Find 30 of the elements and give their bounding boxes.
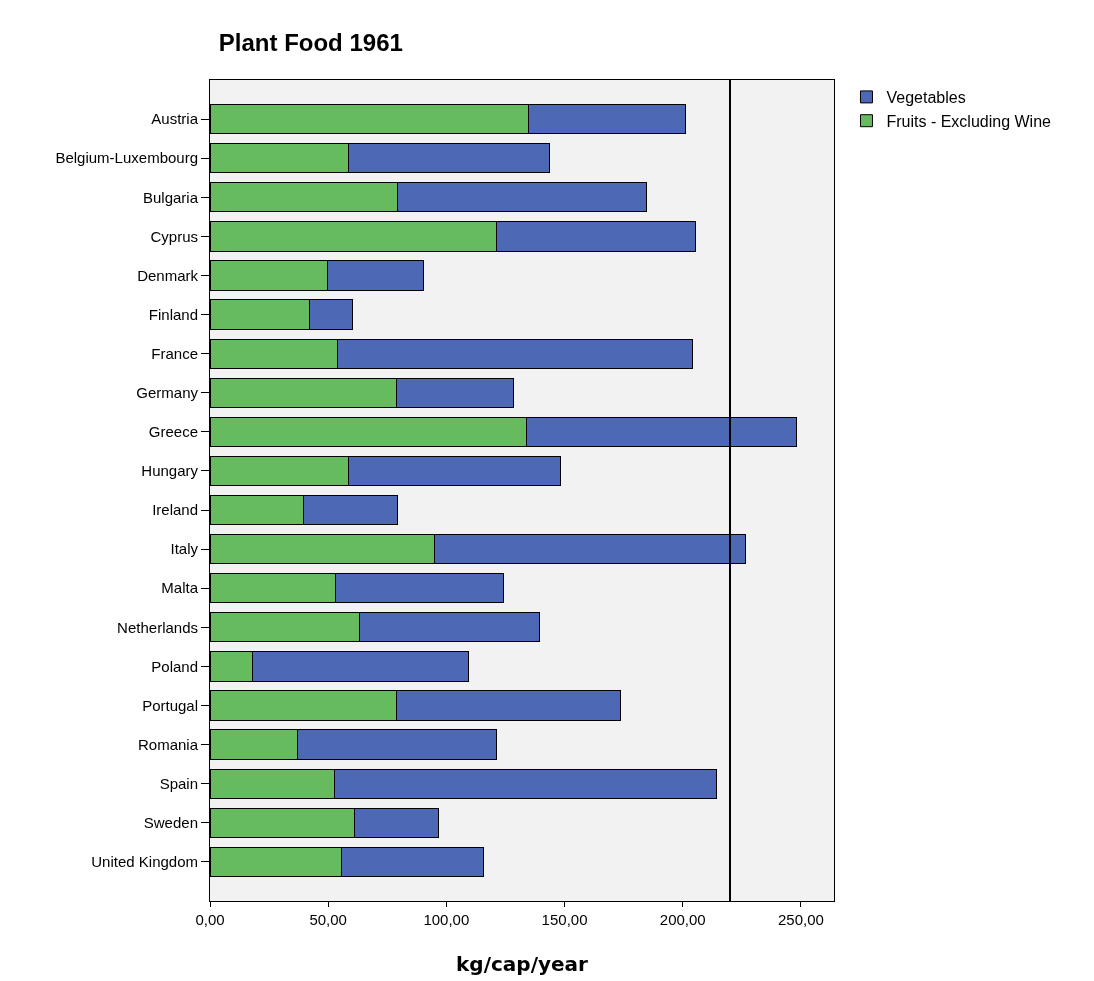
x-tick-label: 0,00 [195,911,225,928]
y-tick-label: United Kingdom [91,853,198,871]
y-tick-label: Romania [137,735,199,753]
y-tick-label: Ireland [152,501,198,519]
y-tick-label: Portugal [142,696,198,714]
y-tick-label: Finland [148,305,198,323]
legend-label: Fruits - Excluding Wine [886,112,1052,130]
y-tick-label: Bulgaria [142,188,199,206]
y-tick-label: Denmark [137,266,199,284]
y-tick-label: Hungary [141,462,199,480]
legend-label: Vegetables [886,89,966,107]
y-tick-label: Italy [170,540,199,558]
y-tick-label: Greece [148,423,198,441]
x-tick-label: 150,00 [541,911,588,928]
y-tick-label: Spain [159,774,198,792]
x-tick-label: 200,00 [659,911,706,928]
y-tick-label: Belgium-Luxembourg [55,149,198,167]
y-tick-label: Malta [161,579,199,597]
x-tick-label: 50,00 [309,911,347,928]
y-tick-label: Austria [151,110,199,128]
y-tick-label: Cyprus [150,227,198,245]
x-tick-label: 250,00 [777,911,824,928]
y-tick-label: Sweden [143,814,198,832]
y-tick-label: Germany [136,384,199,402]
x-axis-title: kg/cap/year [456,952,589,976]
y-tick-label: France [151,344,198,362]
x-tick-label: 100,00 [423,911,470,928]
y-tick-label: Netherlands [117,618,198,636]
chart-title: Plant Food 1961 [218,29,403,57]
y-tick-label: Poland [151,657,198,675]
